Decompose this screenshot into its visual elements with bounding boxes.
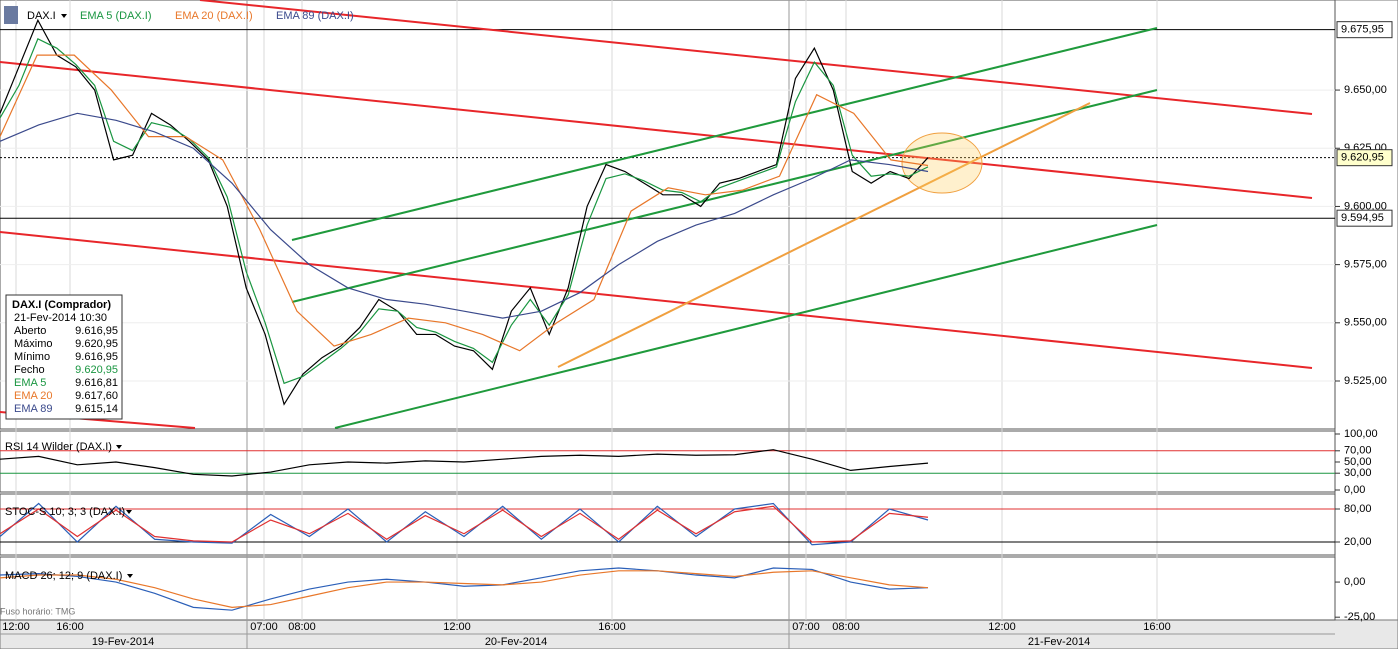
y-tick-label: 9.600,00 (1344, 200, 1387, 212)
info-value: 9.615,14 (75, 403, 118, 415)
time-label: 12:00 (443, 621, 471, 633)
info-box: DAX.I (Comprador) 21-Fev-2014 10:30Abert… (5, 294, 123, 420)
y-tick-label: 20,00 (1344, 536, 1372, 548)
level-label: 9.620,95 (1341, 152, 1384, 164)
level-box (1336, 209, 1393, 227)
y-tick-label: 80,00 (1344, 503, 1372, 515)
time-label: 16:00 (1143, 621, 1171, 633)
series-line (0, 502, 929, 546)
y-tick-label: 9.650,00 (1344, 84, 1387, 96)
y-tick-label: 9.550,00 (1344, 317, 1387, 329)
info-label: Fecho (14, 364, 45, 376)
info-title: DAX.I (Comprador) (12, 299, 111, 311)
info-label: Aberto (14, 325, 46, 337)
series-line (0, 505, 929, 543)
level-label: 9.594,95 (1341, 212, 1384, 224)
legend-entry: DAX.I (27, 10, 56, 22)
dropdown-arrow (61, 14, 67, 18)
y-tick-label: -25,00 (1344, 611, 1375, 623)
series-line (0, 567, 929, 611)
panel-title: STOC-S 10; 3; 3 (DAX.I) (5, 506, 125, 518)
date-label: 21-Fev-2014 (1028, 636, 1090, 648)
legend: DAX.I EMA 5 (DAX.I) EMA 20 (DAX.I) EMA 8… (4, 6, 354, 24)
dropdown-arrow (126, 510, 132, 514)
price-axis (1334, 0, 1398, 621)
time-label: 12:00 (988, 621, 1016, 633)
info-date: 21-Fev-2014 10:30 (14, 312, 107, 324)
series-line (0, 18, 929, 406)
timezone: Fuso horário: TMG (0, 606, 75, 616)
legend-entry: EMA 20 (DAX.I) (175, 10, 253, 22)
time-label: 08:00 (832, 621, 860, 633)
level-box (1336, 149, 1393, 167)
y-tick-label: 30,00 (1344, 467, 1372, 479)
info-label: Mínimo (14, 351, 50, 363)
time-label: 07:00 (792, 621, 820, 633)
y-tick-label: 100,00 (1344, 428, 1378, 440)
legend-entry: EMA 89 (DAX.I) (276, 10, 354, 22)
y-tick-label: 9.575,00 (1344, 259, 1387, 271)
time-label: 16:00 (56, 621, 84, 633)
time-label: 16:00 (598, 621, 626, 633)
info-label: Máximo (14, 338, 53, 350)
info-value: 9.617,60 (75, 390, 118, 402)
series-line (0, 112, 929, 319)
dropdown-arrow (116, 445, 122, 449)
level-label: 9.675,95 (1341, 24, 1384, 36)
time-label: 12:00 (2, 621, 30, 633)
info-label: EMA 89 (14, 403, 53, 415)
series-line (0, 570, 929, 608)
series-line (0, 54, 929, 352)
y-tick-label: 9.525,00 (1344, 375, 1387, 387)
info-value: 9.620,95 (75, 364, 118, 376)
date-label: 19-Fev-2014 (92, 636, 154, 648)
trend-lines (0, 0, 1313, 429)
info-value: 9.616,95 (75, 325, 118, 337)
date-label: 20-Fev-2014 (485, 636, 547, 648)
level-box (1336, 21, 1393, 39)
info-label: EMA 20 (14, 390, 53, 402)
legend-entry: EMA 5 (DAX.I) (80, 10, 152, 22)
dropdown-arrow (127, 574, 133, 578)
series-line (0, 449, 929, 477)
info-value: 9.616,81 (75, 377, 118, 389)
panel-title: RSI 14 Wilder (DAX.I) (5, 441, 112, 453)
y-tick-label: 70,00 (1344, 445, 1372, 457)
info-label: EMA 5 (14, 377, 46, 389)
y-tick-label: 0,00 (1344, 576, 1365, 588)
time-label: 08:00 (288, 621, 316, 633)
y-tick-label: 50,00 (1344, 456, 1372, 468)
info-value: 9.620,95 (75, 338, 118, 350)
panel-titles: RSI 14 Wilder (DAX.I) STOC-S 10; 3; 3 (D… (0, 441, 133, 616)
marks: 12:00 16:00 07:00 08:00 12:00 16:00 07:00 08:00… (0, 18, 1393, 648)
info-value: 9.616,95 (75, 351, 118, 363)
instrument-icon (4, 6, 18, 24)
y-tick-label: 0,00 (1344, 484, 1365, 496)
time-label: 07:00 (250, 621, 278, 633)
series-line (0, 38, 929, 385)
panel-title: MACD 26; 12; 9 (DAX.I) (5, 570, 122, 582)
